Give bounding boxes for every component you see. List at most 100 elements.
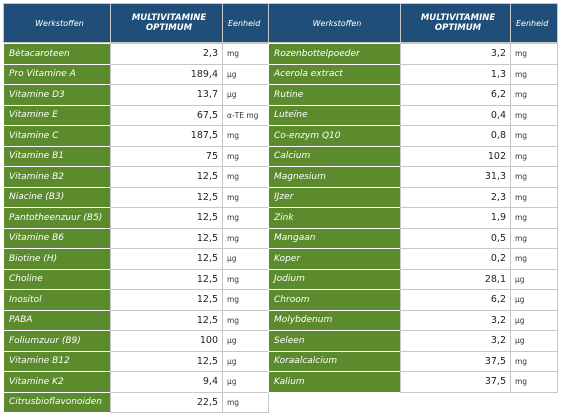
ingredient-name: Vitamine K2 [3,371,111,393]
amount: 2,3 [400,186,511,208]
unit: µg [510,330,558,352]
amount: 9,4 [110,371,223,393]
ingredient-name: Inositol [3,289,111,311]
unit: mg [510,186,558,208]
unit: mg [222,43,269,65]
ingredient-name: Koraalcalcium [268,350,401,372]
ingredient-name: Koper [268,248,401,270]
unit: µg [510,268,558,290]
unit: µg [222,330,269,352]
ingredient-name: Vitamine B12 [3,350,111,372]
amount: 12,5 [110,289,223,311]
unit: mg [510,227,558,249]
amount: 12,5 [110,268,223,290]
ingredient-name: Vitamine B2 [3,166,111,188]
ingredient-name: Choline [3,268,111,290]
header-cell: Eenheid [510,3,558,43]
amount: 28,1 [400,268,511,290]
unit: mg [510,371,558,393]
amount: 102 [400,145,511,167]
ingredient-name: Vitamine D3 [3,84,111,106]
header-cell: Werkstoffen [268,3,401,43]
unit: mg [510,166,558,188]
ingredient-name: Kalium [268,371,401,393]
amount: 3,2 [400,309,511,331]
amount: 0,5 [400,227,511,249]
amount: 6,2 [400,289,511,311]
unit: µg [510,309,558,331]
ingredient-name: Vitamine E [3,104,111,126]
amount: 0,8 [400,125,511,147]
ingredient-name: PABA [3,309,111,331]
amount: 0,2 [400,248,511,270]
ingredient-name: Citrusbioflavonoiden [3,391,111,413]
ingredient-name: Pro Vitamine A [3,63,111,85]
unit: mg [510,125,558,147]
unit: mg [510,63,558,85]
ingredient-name: Pantotheenzuur (B5) [3,207,111,229]
amount: 0,4 [400,104,511,126]
ingredient-name: Calcium [268,145,401,167]
unit: mg [510,43,558,65]
unit: mg [222,207,269,229]
amount: 13,7 [110,84,223,106]
ingredient-name: Chroom [268,289,401,311]
amount: 12,5 [110,166,223,188]
unit: µg [222,84,269,106]
header-cell: Eenheid [222,3,269,43]
header-cell: MULTIVITAMINE OPTIMUM [110,3,223,43]
unit: µg [222,248,269,270]
ingredient-name: Vitamine C [3,125,111,147]
amount: 2,3 [110,43,223,65]
amount: 12,5 [110,207,223,229]
ingredient-name: Foliumzuur (B9) [3,330,111,352]
unit: µg [222,371,269,393]
ingredient-name: Bètacaroteen [3,43,111,65]
amount: 6,2 [400,84,511,106]
ingredient-name: Zink [268,207,401,229]
amount: 3,2 [400,330,511,352]
amount: 189,4 [110,63,223,85]
amount: 37,5 [400,350,511,372]
ingredient-name: Biotine (H) [3,248,111,270]
ingredient-name: Magnesium [268,166,401,188]
amount: 75 [110,145,223,167]
unit: mg [222,227,269,249]
amount: 12,5 [110,350,223,372]
unit: mg [510,145,558,167]
amount: 12,5 [110,227,223,249]
unit: mg [222,166,269,188]
unit: α-TE mg [222,104,269,126]
amount: 1,9 [400,207,511,229]
ingredient-name: Rozenbottelpoeder [268,43,401,65]
amount: 37,5 [400,371,511,393]
amount: 12,5 [110,309,223,331]
amount: 1,3 [400,63,511,85]
unit: mg [222,268,269,290]
ingredient-name: Niacine (B3) [3,186,111,208]
ingredient-name: Jodium [268,268,401,290]
amount: 12,5 [110,186,223,208]
unit: µg [222,63,269,85]
amount: 31,3 [400,166,511,188]
ingredient-name: Acerola extract [268,63,401,85]
amount: 187,5 [110,125,223,147]
unit: mg [222,289,269,311]
amount: 3,2 [400,43,511,65]
unit: µg [222,350,269,372]
unit: mg [510,350,558,372]
ingredient-name: Rutine [268,84,401,106]
unit: mg [222,125,269,147]
unit: mg [510,207,558,229]
amount: 12,5 [110,248,223,270]
amount: 22,5 [110,391,223,413]
unit: mg [222,186,269,208]
ingredient-name: Luteïne [268,104,401,126]
unit: mg [222,391,269,413]
unit: mg [222,309,269,331]
ingredient-name: Vitamine B6 [3,227,111,249]
ingredient-name: IJzer [268,186,401,208]
unit: µg [510,289,558,311]
ingredient-name: Vitamine B1 [3,145,111,167]
header-cell: Werkstoffen [3,3,111,43]
